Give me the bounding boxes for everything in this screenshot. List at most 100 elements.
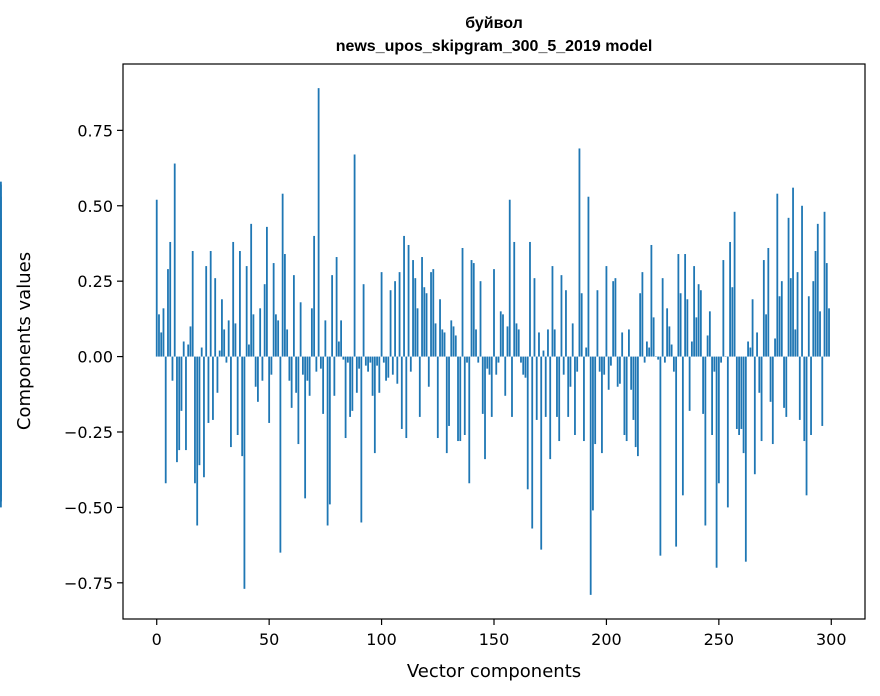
bar bbox=[248, 344, 250, 357]
chart-title: буйвол bbox=[465, 15, 523, 32]
bar bbox=[650, 244, 653, 357]
bar bbox=[547, 329, 549, 357]
bar bbox=[232, 241, 235, 357]
bar bbox=[738, 356, 740, 435]
bar bbox=[789, 278, 792, 357]
bar bbox=[263, 284, 266, 357]
bar bbox=[189, 326, 192, 357]
bar bbox=[405, 356, 408, 439]
bar bbox=[729, 241, 731, 357]
bar bbox=[373, 356, 376, 454]
bar bbox=[684, 254, 687, 357]
bar bbox=[742, 356, 745, 454]
bar bbox=[158, 314, 160, 357]
bar bbox=[423, 287, 426, 357]
bar bbox=[574, 356, 576, 435]
bar bbox=[257, 356, 259, 402]
bar bbox=[488, 356, 491, 375]
bar bbox=[234, 323, 237, 357]
bar bbox=[803, 356, 806, 442]
bar bbox=[391, 356, 394, 375]
bar bbox=[796, 272, 799, 357]
bar bbox=[155, 199, 158, 357]
bar bbox=[290, 356, 293, 408]
bar bbox=[605, 266, 608, 357]
bar bbox=[432, 269, 435, 357]
bar bbox=[198, 356, 201, 466]
bar bbox=[515, 323, 518, 357]
bar bbox=[349, 356, 351, 417]
bar bbox=[493, 269, 495, 357]
bar bbox=[520, 356, 522, 363]
bar bbox=[472, 263, 475, 357]
bar bbox=[715, 356, 718, 568]
bar bbox=[362, 284, 365, 357]
bar bbox=[607, 356, 610, 390]
bar bbox=[430, 272, 432, 357]
bar bbox=[625, 356, 628, 442]
bar bbox=[540, 356, 543, 550]
bar bbox=[720, 356, 722, 363]
bar bbox=[236, 356, 239, 435]
bar bbox=[657, 356, 660, 360]
bar bbox=[567, 356, 570, 417]
bar bbox=[308, 356, 311, 396]
bar bbox=[760, 356, 763, 442]
bar bbox=[209, 251, 212, 357]
x-tick-label: 200 bbox=[591, 630, 622, 649]
bar bbox=[335, 257, 338, 357]
bar bbox=[385, 356, 387, 381]
bar bbox=[162, 308, 165, 357]
bar bbox=[648, 347, 651, 357]
bar bbox=[733, 211, 736, 357]
bar bbox=[216, 356, 219, 393]
bar bbox=[270, 356, 273, 375]
bar bbox=[454, 335, 457, 357]
bar bbox=[661, 278, 664, 357]
bar bbox=[387, 356, 390, 378]
bar bbox=[686, 299, 689, 357]
bar bbox=[571, 323, 574, 357]
bar bbox=[783, 356, 785, 408]
bar bbox=[758, 356, 761, 393]
bar bbox=[659, 356, 662, 556]
bar bbox=[337, 341, 340, 357]
bar bbox=[749, 347, 752, 357]
bar bbox=[497, 356, 500, 363]
bar bbox=[542, 350, 545, 357]
bar bbox=[704, 356, 707, 526]
bar bbox=[508, 199, 511, 357]
bar bbox=[785, 356, 788, 417]
bar bbox=[301, 356, 304, 375]
bar bbox=[823, 211, 826, 357]
bar bbox=[495, 356, 498, 375]
bar bbox=[828, 308, 830, 357]
bar bbox=[389, 290, 392, 357]
y-axis-label: Components values bbox=[14, 252, 35, 430]
bar bbox=[439, 299, 441, 357]
bar bbox=[214, 278, 217, 357]
bar bbox=[672, 356, 675, 372]
bar bbox=[434, 323, 437, 357]
bar bbox=[403, 235, 405, 357]
bar bbox=[182, 341, 185, 357]
bar bbox=[313, 235, 316, 357]
bar bbox=[702, 356, 705, 414]
bar bbox=[191, 251, 194, 357]
bar bbox=[425, 293, 428, 357]
bar bbox=[533, 278, 536, 357]
bar bbox=[457, 356, 459, 442]
bar bbox=[544, 356, 547, 417]
bar bbox=[227, 320, 230, 357]
bar bbox=[268, 356, 271, 423]
bar bbox=[628, 329, 630, 357]
bar bbox=[164, 356, 167, 484]
bar bbox=[245, 266, 248, 357]
bar bbox=[812, 281, 815, 357]
bar bbox=[0, 184, 2, 357]
bar bbox=[807, 296, 810, 357]
bar bbox=[333, 356, 336, 396]
bar bbox=[412, 260, 414, 357]
bar bbox=[272, 263, 275, 357]
